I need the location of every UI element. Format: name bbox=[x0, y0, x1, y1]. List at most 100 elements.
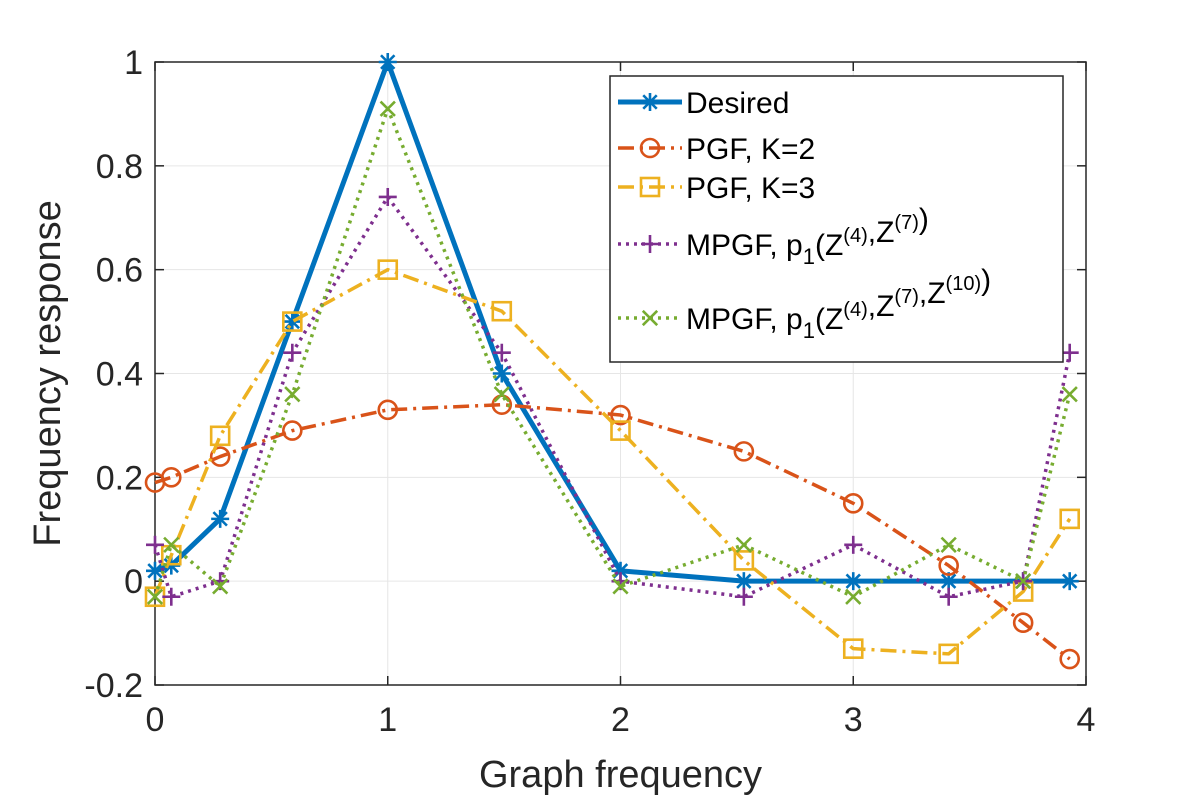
x-tick-label: 4 bbox=[1077, 701, 1096, 739]
series-line bbox=[153, 195, 1072, 599]
marker-stroke bbox=[493, 386, 510, 403]
legend-label-part: ,Z bbox=[868, 216, 895, 249]
legend-label: PGF, K=2 bbox=[686, 133, 815, 166]
marker-stroke bbox=[845, 573, 861, 589]
legend-label-part: Z bbox=[825, 229, 843, 262]
marker-stroke bbox=[1061, 386, 1078, 403]
data-point bbox=[844, 535, 863, 554]
data-point bbox=[733, 441, 755, 462]
marker-stroke bbox=[642, 94, 658, 110]
data-point bbox=[209, 425, 231, 447]
legend-label-part: MPGF, p bbox=[686, 229, 803, 262]
marker-stroke bbox=[163, 536, 180, 553]
marker-stroke bbox=[146, 588, 164, 605]
series-line bbox=[154, 402, 1071, 661]
legend-marker bbox=[641, 235, 659, 253]
marker-stroke bbox=[380, 54, 396, 70]
data-point bbox=[209, 446, 231, 467]
legend-label-part: Z bbox=[825, 303, 843, 336]
x-tick-label: 0 bbox=[146, 701, 165, 739]
data-point bbox=[610, 420, 631, 441]
data-point bbox=[284, 386, 301, 403]
legend-label-part: ( bbox=[815, 229, 825, 262]
series-1 bbox=[144, 394, 1081, 670]
data-point bbox=[377, 399, 399, 421]
x-tick-label: 2 bbox=[611, 701, 630, 739]
marker-stroke bbox=[641, 309, 659, 327]
data-point bbox=[844, 572, 863, 591]
marker-shape bbox=[1059, 648, 1081, 670]
marker-shape bbox=[639, 176, 661, 198]
marker-stroke bbox=[379, 100, 396, 117]
data-point bbox=[379, 100, 396, 117]
data-point bbox=[1059, 508, 1081, 530]
marker-shape bbox=[377, 259, 399, 280]
marker-shape bbox=[282, 311, 303, 332]
series-line bbox=[153, 267, 1072, 656]
legend-label-part: MPGF, p bbox=[686, 303, 803, 336]
x-tick-label: 3 bbox=[844, 701, 863, 739]
data-point bbox=[842, 492, 864, 514]
marker-shape bbox=[610, 404, 631, 426]
legend-label-part: ) bbox=[981, 264, 991, 297]
legend-label: Desired bbox=[686, 87, 789, 120]
data-point bbox=[842, 638, 864, 659]
marker-stroke bbox=[612, 578, 629, 595]
data-point bbox=[1015, 573, 1032, 590]
marker-stroke bbox=[163, 557, 179, 574]
marker-shape bbox=[733, 441, 755, 462]
data-point bbox=[612, 578, 629, 595]
marker-shape bbox=[610, 420, 631, 441]
marker-shape bbox=[1012, 612, 1034, 634]
data-point bbox=[378, 53, 397, 71]
data-point bbox=[377, 259, 399, 280]
data-point bbox=[493, 386, 510, 403]
legend-label-part: PGF, K=3 bbox=[686, 172, 815, 205]
data-point bbox=[845, 588, 862, 605]
marker-shape bbox=[938, 643, 959, 665]
data-point bbox=[734, 572, 753, 591]
marker-stroke bbox=[736, 573, 752, 589]
legend-label-part: Desired bbox=[686, 87, 789, 120]
marker-shape bbox=[209, 425, 231, 447]
data-point bbox=[1061, 386, 1078, 403]
data-point bbox=[378, 187, 397, 206]
legend-label-part: (4) bbox=[843, 225, 867, 247]
marker-shape bbox=[377, 399, 399, 421]
marker-stroke bbox=[941, 573, 957, 589]
legend-entry: PGF, K=3 bbox=[618, 172, 815, 205]
data-point bbox=[1012, 612, 1034, 634]
legend-marker bbox=[641, 309, 659, 327]
data-point bbox=[283, 312, 302, 331]
data-point bbox=[735, 536, 752, 553]
data-point bbox=[146, 535, 164, 554]
legend-label-part: ( bbox=[815, 303, 825, 336]
marker-shape bbox=[282, 420, 303, 441]
marker-stroke bbox=[612, 563, 629, 579]
y-tick-label: 0.6 bbox=[96, 252, 143, 290]
legend-marker bbox=[639, 176, 661, 198]
legend-label-part: ) bbox=[919, 203, 929, 236]
marker-stroke bbox=[212, 578, 229, 595]
data-point bbox=[938, 643, 959, 665]
legend-label-part: (7) bbox=[894, 286, 918, 308]
legend-label-part: (4) bbox=[843, 299, 867, 321]
marker-stroke bbox=[940, 536, 957, 553]
data-point bbox=[146, 588, 164, 605]
legend-label-part: 1 bbox=[803, 318, 815, 343]
legend-label-part: (7) bbox=[894, 212, 918, 234]
data-point bbox=[733, 550, 755, 571]
marker-shape bbox=[639, 137, 661, 159]
marker-stroke bbox=[212, 511, 228, 527]
marker-shape bbox=[842, 638, 864, 659]
marker-stroke bbox=[735, 536, 752, 553]
marker-shape bbox=[160, 467, 182, 488]
data-point bbox=[491, 300, 513, 322]
data-point bbox=[160, 467, 182, 488]
legend-entry: PGF, K=2 bbox=[618, 133, 815, 166]
y-tick-label: 0 bbox=[124, 563, 143, 601]
legend-marker bbox=[639, 137, 661, 159]
